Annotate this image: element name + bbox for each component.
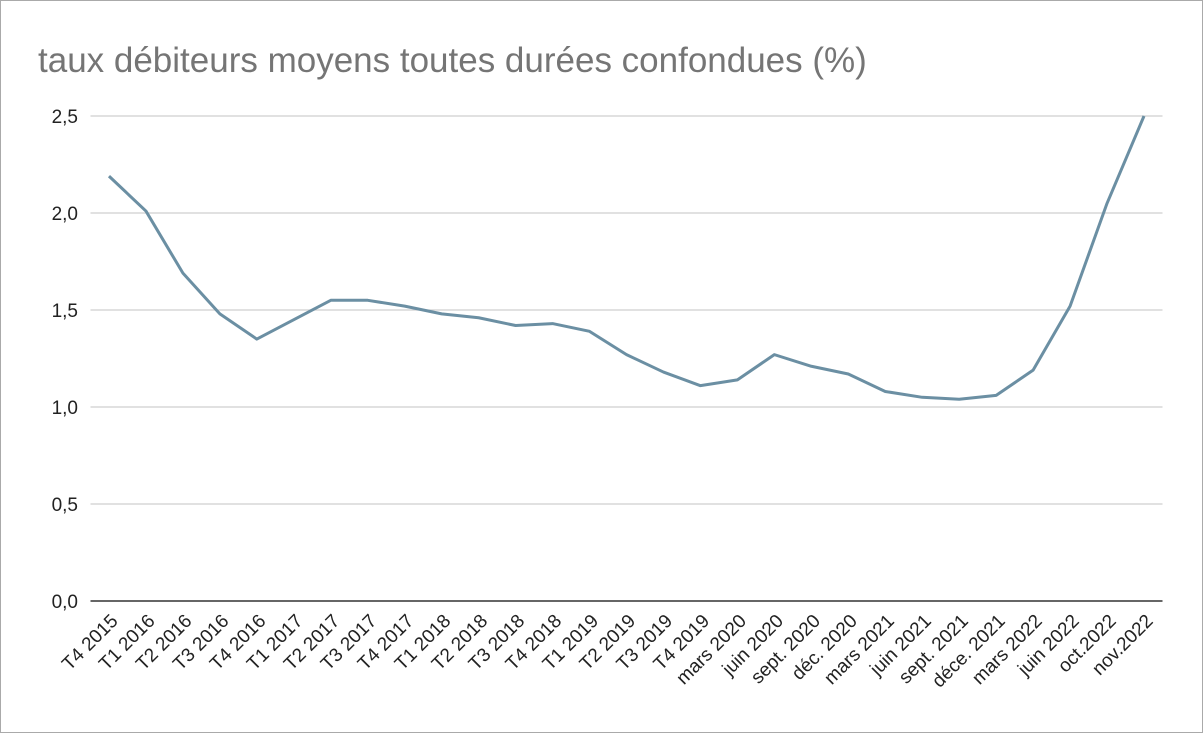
y-tick-label: 2,0 bbox=[52, 204, 78, 225]
y-tick-label: 2,5 bbox=[52, 107, 78, 128]
y-tick-label: 1,0 bbox=[52, 398, 78, 419]
y-tick-label: 0,0 bbox=[52, 592, 78, 613]
y-tick-label: 0,5 bbox=[52, 495, 78, 516]
chart-title: taux débiteurs moyens toutes durées conf… bbox=[38, 41, 867, 80]
y-tick-label: 1,5 bbox=[52, 301, 78, 322]
line-series bbox=[107, 115, 1146, 401]
